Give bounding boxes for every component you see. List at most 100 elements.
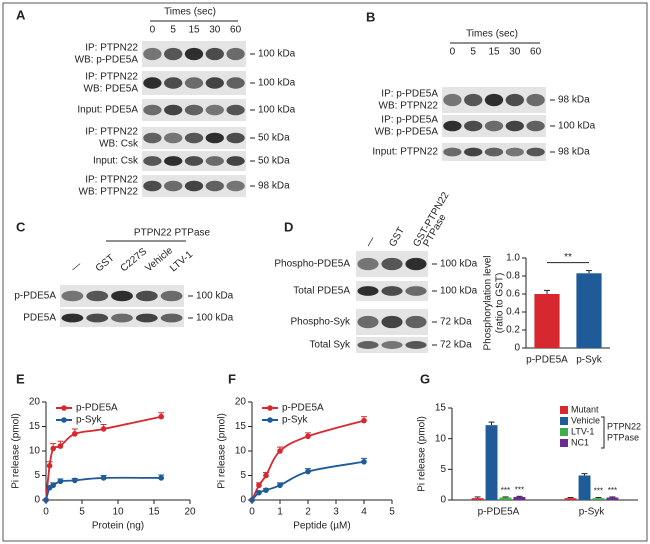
bar xyxy=(471,498,484,500)
row-label: IP: PTPN22 xyxy=(85,127,138,138)
lane-label: 0 xyxy=(150,25,156,36)
bar xyxy=(485,425,498,500)
bar xyxy=(534,294,560,348)
row-label: IP: p-PDE5A xyxy=(381,115,438,126)
blot-band xyxy=(381,286,403,296)
row-label: p-PDE5A xyxy=(14,291,56,302)
data-point xyxy=(43,497,49,503)
significance: *** xyxy=(608,486,617,495)
size-marker: 98 kDa xyxy=(558,95,590,106)
y-tick-label: 5 xyxy=(440,464,446,475)
blot-band xyxy=(405,257,427,271)
x-tick-label: p-Syk xyxy=(576,355,603,366)
x-tick-label: 4 xyxy=(361,507,367,518)
data-point xyxy=(57,478,64,485)
blot-band xyxy=(226,77,245,89)
data-point xyxy=(361,417,367,424)
blot-band xyxy=(143,77,162,89)
blot-band xyxy=(205,47,224,61)
x-tick-label: p-PDE5A xyxy=(526,355,568,366)
y-tick-label: 0.6 xyxy=(506,289,520,300)
data-point xyxy=(305,433,311,440)
blot-band xyxy=(164,180,183,192)
size-marker: 100 kDa xyxy=(440,286,478,297)
blot-band xyxy=(164,104,183,116)
significance: *** xyxy=(594,487,603,496)
data-point xyxy=(72,431,78,437)
size-marker: 100 kDa xyxy=(258,49,296,60)
significance: *** xyxy=(501,486,510,495)
blot-band xyxy=(357,257,379,271)
size-marker: 100 kDa xyxy=(258,105,296,116)
row-label: PDE5A xyxy=(23,313,56,324)
legend-group-label: PTPN22 xyxy=(607,421,641,431)
row-label: IP: PTPN22 xyxy=(85,72,138,83)
y-tick-label: 5 xyxy=(34,470,40,481)
data-point xyxy=(277,482,283,489)
data-point xyxy=(158,413,164,420)
blot-band xyxy=(505,147,524,157)
blot-band xyxy=(184,180,204,192)
lane-header: Times (sec) xyxy=(466,29,518,40)
blot-band xyxy=(357,286,379,296)
y-tick-label: 20 xyxy=(29,397,41,408)
blot-band xyxy=(381,341,403,349)
y-tick-label: 0.4 xyxy=(506,307,520,318)
blot-band xyxy=(381,257,403,271)
blot-band xyxy=(464,147,483,157)
lane-label: 30 xyxy=(509,47,521,58)
size-marker: 100 kDa xyxy=(440,259,478,270)
data-point xyxy=(249,497,255,503)
blot-band xyxy=(484,147,504,157)
bar xyxy=(606,497,619,500)
row-label: Input: PTPN22 xyxy=(372,147,438,158)
y-tick-label: 5 xyxy=(240,470,246,481)
data-point xyxy=(277,448,283,454)
size-marker: 98 kDa xyxy=(258,181,290,192)
y-tick-label: 0 xyxy=(34,495,40,506)
y-tick-label: 15 xyxy=(29,421,41,432)
blot-band xyxy=(205,132,224,144)
blot-band xyxy=(111,313,133,323)
blot-band xyxy=(135,290,158,302)
blot-band xyxy=(226,47,245,61)
significance: ** xyxy=(564,252,572,263)
blot-band xyxy=(357,315,379,329)
legend-bracket xyxy=(601,416,605,449)
y-axis-label: Pi release (pmol) xyxy=(217,413,228,489)
data-point xyxy=(361,458,367,465)
legend-marker xyxy=(61,405,67,411)
x-tick-label: 10 xyxy=(112,507,124,518)
blot-band xyxy=(226,180,245,192)
size-marker: 72 kDa xyxy=(440,340,472,351)
x-tick-label: 0 xyxy=(43,507,49,518)
x-axis-label: Protein (ng) xyxy=(92,521,144,532)
lane-header: PTPN22 PTPase xyxy=(134,228,211,239)
blot-band xyxy=(164,47,183,61)
legend-swatch xyxy=(560,439,568,447)
data-point xyxy=(46,462,53,469)
legend-swatch xyxy=(560,417,568,425)
legend-swatch xyxy=(560,406,568,414)
y-axis-label: (ratio to GST) xyxy=(495,273,506,334)
data-point xyxy=(263,487,269,494)
blot-band xyxy=(464,93,483,107)
legend-label: p-Syk xyxy=(76,415,103,426)
lane-label: 60 xyxy=(530,47,542,58)
x-tick-label: 2 xyxy=(305,507,311,518)
lane-label: 0 xyxy=(450,47,456,58)
blot-band xyxy=(160,290,183,302)
panel-letter: E xyxy=(16,371,25,386)
blot-band xyxy=(443,120,462,132)
lane-header: Times (sec) xyxy=(164,7,216,18)
x-tick-label: 1 xyxy=(277,507,283,518)
blot-band xyxy=(484,120,504,132)
blot-band xyxy=(184,156,204,166)
blot-band xyxy=(484,93,504,107)
bar xyxy=(578,475,591,500)
y-tick-label: 0.2 xyxy=(506,325,520,336)
blot-band xyxy=(61,313,84,323)
size-marker: 50 kDa xyxy=(258,133,290,144)
x-axis-label: Peptide (µM) xyxy=(293,521,350,532)
y-tick-label: 20 xyxy=(235,397,247,408)
